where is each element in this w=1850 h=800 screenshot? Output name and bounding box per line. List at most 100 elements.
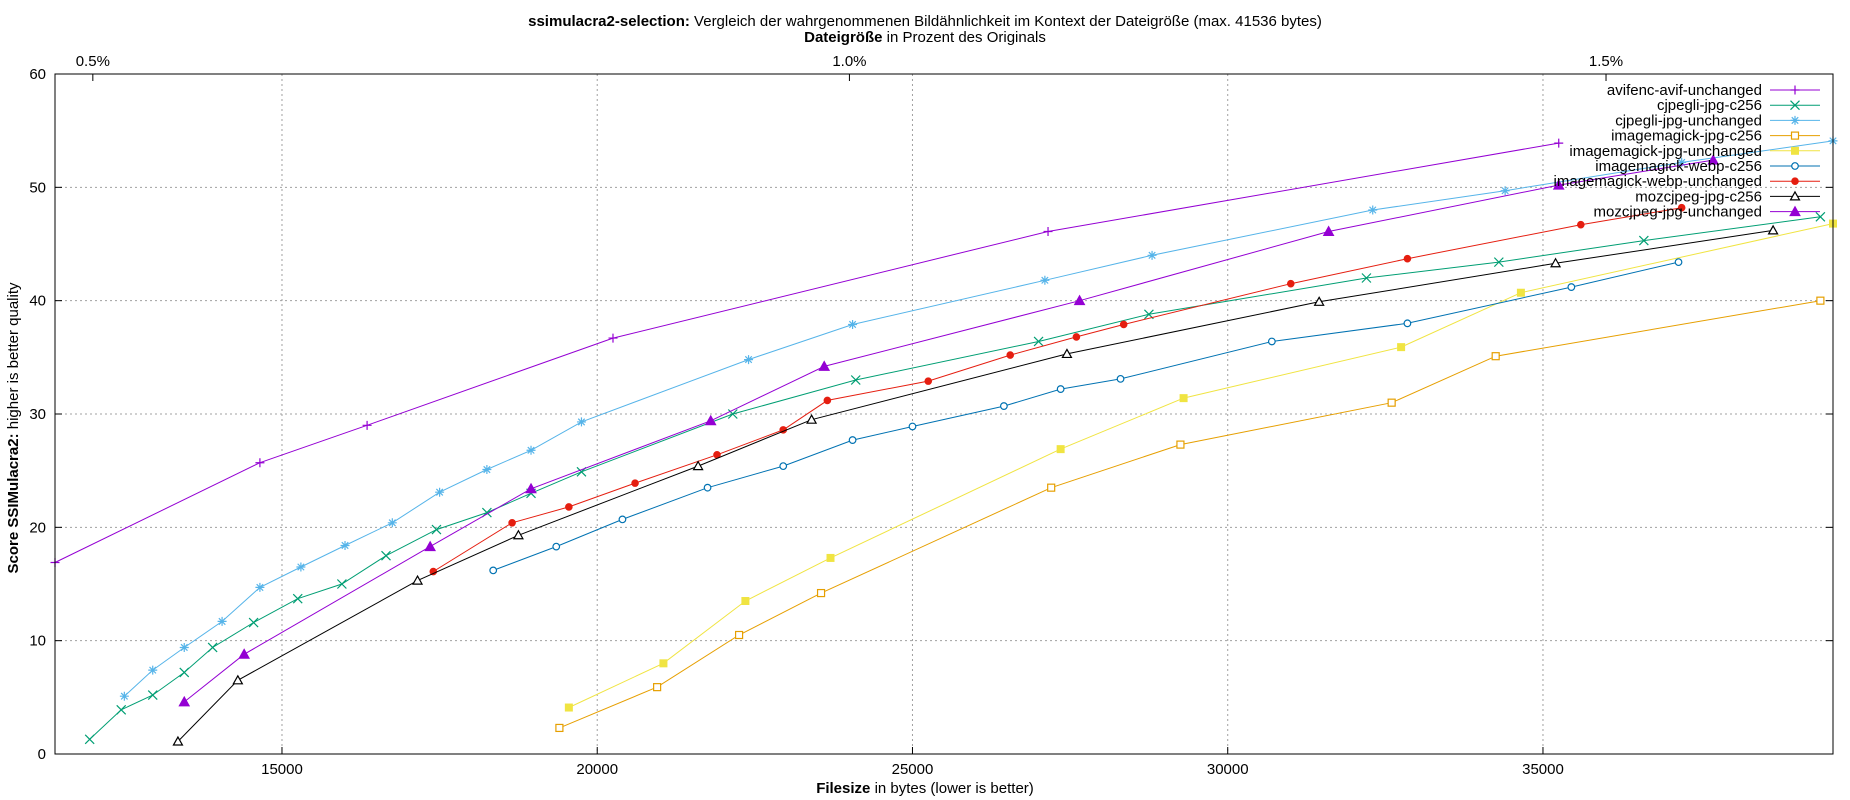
data-point — [1061, 348, 1073, 359]
x-tick-label: 35000 — [1522, 761, 1564, 778]
x2-tick-label: 1.0% — [832, 53, 866, 70]
data-point — [653, 683, 662, 692]
data-point — [850, 375, 861, 385]
legend-marker — [1790, 85, 1800, 95]
data-point — [552, 542, 561, 551]
x-tick-label: 25000 — [892, 761, 934, 778]
series-layer — [50, 136, 1838, 746]
data-point — [1056, 385, 1065, 393]
legend-entry: cjpegli-jpg-c256 — [1657, 97, 1820, 114]
data-point — [207, 642, 218, 653]
legend-entry: cjpegli-jpg-unchanged — [1615, 112, 1820, 129]
legend-label: imagemagick-webp-unchanged — [1554, 173, 1762, 190]
series-line — [89, 216, 1821, 740]
data-point — [1674, 258, 1683, 267]
data-point — [431, 524, 442, 535]
legend-marker — [1791, 162, 1799, 170]
legend-layer: avifenc-avif-unchangedcjpegli-jpg-c256cj… — [1554, 82, 1820, 221]
data-point — [908, 422, 917, 431]
data-point — [1368, 205, 1378, 215]
data-point — [248, 617, 259, 628]
data-point — [178, 695, 191, 707]
x-tick-label: 20000 — [576, 761, 618, 778]
data-point — [1816, 296, 1825, 305]
data-point — [848, 436, 857, 444]
data-point — [1033, 336, 1044, 347]
x-axis-label: Filesize in bytes (lower is better) — [816, 780, 1034, 797]
data-point — [232, 674, 244, 685]
data-point — [179, 667, 190, 678]
data-point — [340, 540, 350, 550]
data-point — [1286, 279, 1295, 288]
data-point — [1040, 275, 1050, 285]
axis-layer: 0 10 20 30 40 50 60 15000 20000 25000 30000 35000 0.… — [29, 53, 1833, 778]
data-point — [482, 465, 492, 475]
data-point — [1267, 337, 1276, 346]
data-point — [704, 414, 717, 426]
data-point — [999, 402, 1008, 410]
data-point — [744, 355, 754, 365]
legend-marker — [1789, 190, 1801, 201]
data-point — [1073, 294, 1086, 306]
data-point — [1047, 483, 1056, 492]
series-line — [568, 223, 1834, 708]
data-point — [816, 588, 826, 598]
series-imagemagick-webp-unchanged — [429, 203, 1686, 576]
x-tick-label: 15000 — [261, 761, 303, 778]
data-point — [296, 562, 306, 572]
y-tick-label: 60 — [29, 66, 46, 83]
data-point — [179, 642, 189, 652]
x-tick-label: 30000 — [1207, 761, 1249, 778]
legend-label: mozcjpeg-jpg-unchanged — [1594, 204, 1762, 221]
data-point — [741, 597, 750, 605]
data-point — [255, 458, 265, 468]
legend-marker — [1790, 115, 1800, 125]
series-line — [177, 229, 1774, 742]
data-point — [1403, 254, 1412, 263]
data-point — [381, 550, 391, 561]
y-tick-label: 20 — [29, 519, 46, 536]
data-point — [806, 413, 818, 424]
x2-tick-label: 1.5% — [1589, 53, 1623, 70]
data-point — [564, 703, 573, 712]
y-tick-label: 40 — [29, 293, 46, 310]
data-point — [148, 665, 158, 675]
series-line — [493, 261, 1679, 571]
data-point — [848, 319, 858, 329]
series-imagemagick-jpg-c256 — [555, 296, 1825, 733]
data-point — [659, 659, 668, 668]
data-point — [238, 648, 250, 659]
grid-layer — [55, 74, 1833, 754]
data-point — [1554, 138, 1564, 148]
series-imagemagick-webp-c256 — [489, 258, 1683, 575]
data-point — [255, 582, 265, 592]
data-point — [172, 735, 184, 746]
legend-marker — [1791, 146, 1799, 155]
data-point — [692, 460, 704, 471]
data-point — [727, 409, 738, 419]
data-point — [119, 691, 129, 701]
data-point — [1403, 319, 1412, 328]
legend-entry: imagemagick-jpg-c256 — [1611, 128, 1820, 145]
legend-label: imagemagick-webp-c256 — [1595, 158, 1762, 175]
series-avifenc-avif-unchanged — [50, 138, 1564, 567]
data-point — [362, 420, 372, 430]
legend-label: avifenc-avif-unchanged — [1607, 82, 1762, 99]
data-point — [1322, 225, 1335, 237]
series-line — [54, 142, 1559, 563]
data-point — [826, 553, 835, 562]
data-point — [1500, 186, 1510, 196]
data-point — [818, 360, 831, 371]
data-point — [1043, 227, 1053, 237]
series-line — [124, 140, 1834, 697]
legend-label: imagemagick-jpg-c256 — [1611, 128, 1762, 145]
data-point — [1119, 320, 1128, 329]
series-imagemagick-jpg-unchanged — [564, 219, 1837, 712]
data-point — [1072, 333, 1081, 341]
data-point — [1677, 157, 1687, 167]
data-point — [424, 540, 436, 552]
legend-marker — [1789, 205, 1801, 217]
data-point — [1493, 257, 1504, 268]
data-point — [1767, 224, 1779, 235]
